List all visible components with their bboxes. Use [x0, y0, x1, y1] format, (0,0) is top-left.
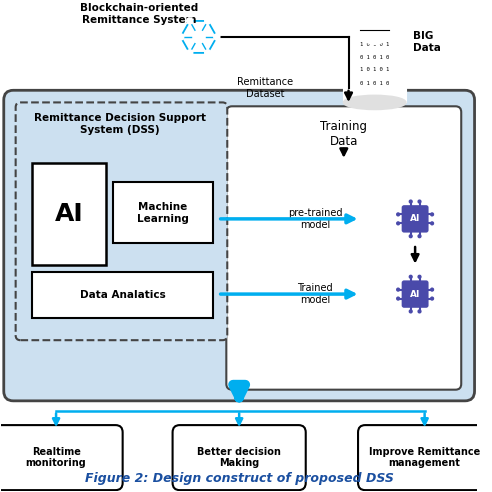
Circle shape — [397, 297, 400, 300]
Text: Data Analatics: Data Analatics — [80, 290, 165, 300]
Text: Remittance
Dataset: Remittance Dataset — [237, 77, 293, 99]
Circle shape — [409, 235, 412, 238]
Text: AI: AI — [55, 202, 83, 226]
FancyBboxPatch shape — [402, 281, 428, 307]
Text: Figure 2: Design construct of proposed DSS: Figure 2: Design construct of proposed D… — [85, 472, 394, 485]
Text: AI: AI — [410, 215, 420, 223]
Circle shape — [214, 34, 219, 40]
Circle shape — [418, 276, 421, 278]
FancyBboxPatch shape — [16, 102, 227, 340]
Circle shape — [430, 213, 433, 216]
Circle shape — [418, 235, 421, 238]
Text: 0 1 0 1 0: 0 1 0 1 0 — [360, 81, 389, 86]
FancyBboxPatch shape — [32, 272, 213, 318]
FancyBboxPatch shape — [358, 425, 491, 490]
Text: BIG
Data: BIG Data — [413, 31, 441, 53]
Text: 1 0 1 0 1: 1 0 1 0 1 — [360, 67, 389, 72]
Circle shape — [397, 213, 400, 216]
FancyBboxPatch shape — [402, 206, 428, 232]
Text: 1 0 1 0 1: 1 0 1 0 1 — [360, 42, 389, 47]
Circle shape — [418, 200, 421, 203]
Circle shape — [430, 222, 433, 225]
Circle shape — [430, 288, 433, 291]
Text: Better decision
Making: Better decision Making — [197, 447, 281, 468]
FancyBboxPatch shape — [32, 163, 106, 265]
Circle shape — [178, 34, 184, 40]
Circle shape — [430, 297, 433, 300]
FancyBboxPatch shape — [173, 425, 306, 490]
Text: Realtime
monitoring: Realtime monitoring — [26, 447, 87, 468]
FancyBboxPatch shape — [4, 91, 475, 401]
Text: Machine
Learning: Machine Learning — [137, 202, 189, 223]
Bar — [344, 30, 405, 102]
Circle shape — [205, 18, 211, 24]
FancyBboxPatch shape — [226, 106, 461, 390]
Circle shape — [361, 15, 389, 44]
Circle shape — [187, 50, 192, 56]
Text: 0 1 0 1 0: 0 1 0 1 0 — [360, 55, 389, 60]
FancyBboxPatch shape — [113, 183, 213, 243]
Circle shape — [409, 310, 412, 313]
Circle shape — [397, 222, 400, 225]
Circle shape — [195, 33, 203, 41]
Circle shape — [409, 200, 412, 203]
Circle shape — [409, 276, 412, 278]
Ellipse shape — [344, 23, 405, 36]
FancyBboxPatch shape — [0, 425, 123, 490]
Circle shape — [187, 18, 192, 24]
Text: Training
Data: Training Data — [320, 120, 367, 148]
Text: pre-trained
model: pre-trained model — [288, 208, 342, 230]
Text: Trained
model: Trained model — [298, 283, 333, 305]
Text: Blockchain-oriented
Remittance System: Blockchain-oriented Remittance System — [80, 3, 198, 25]
Circle shape — [418, 310, 421, 313]
Text: Remittance Decision Support
System (DSS): Remittance Decision Support System (DSS) — [34, 114, 206, 135]
Text: Improve Remittance
management: Improve Remittance management — [369, 447, 480, 468]
Text: AI: AI — [410, 290, 420, 299]
Circle shape — [205, 50, 211, 56]
Circle shape — [397, 288, 400, 291]
Ellipse shape — [344, 95, 405, 109]
